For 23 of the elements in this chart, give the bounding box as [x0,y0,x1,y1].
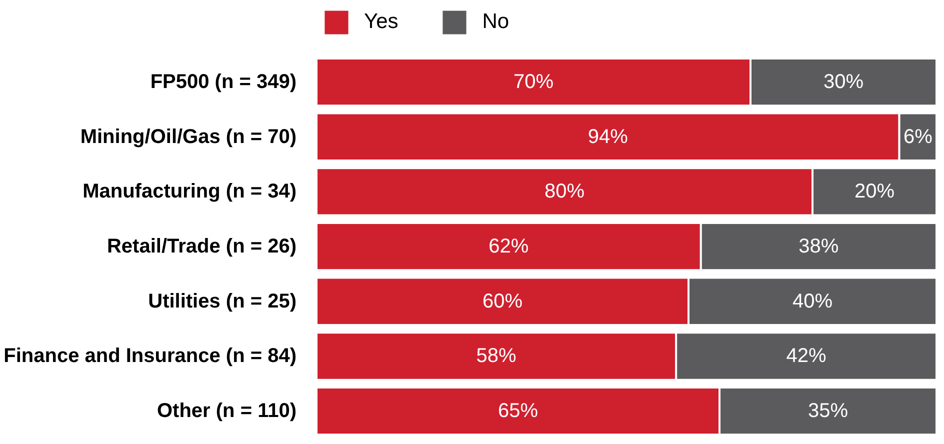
data-label: 30% [823,71,864,94]
data-label: 94% [588,126,628,148]
data-label: 65% [498,400,538,422]
data-label: 40% [792,290,833,312]
data-label: 38% [798,236,839,258]
y-tick-label: FP500 (n = 349) [150,71,297,94]
legend-label: No [482,10,510,34]
y-tick-label: Manufacturing (n = 34) [82,180,296,203]
legend-label: Yes [364,10,398,34]
data-label: 58% [476,345,517,368]
data-label: 35% [808,400,848,422]
y-tick-label: Other (n = 110) [157,400,297,422]
y-tick-label: Mining/Oil/Gas (n = 70) [80,126,297,148]
data-label: 42% [786,345,827,368]
data-label: 80% [544,180,585,203]
data-label: 20% [854,180,895,203]
data-label: 6% [903,126,933,148]
data-label: 70% [513,71,554,94]
y-tick-label: Utilities (n = 25) [148,290,297,312]
y-tick-label: Finance and Insurance (n = 84) [4,345,297,368]
data-label: 62% [488,236,529,258]
y-tick-label: Retail/Trade (n = 26) [106,236,297,258]
data-label: 60% [482,290,523,312]
